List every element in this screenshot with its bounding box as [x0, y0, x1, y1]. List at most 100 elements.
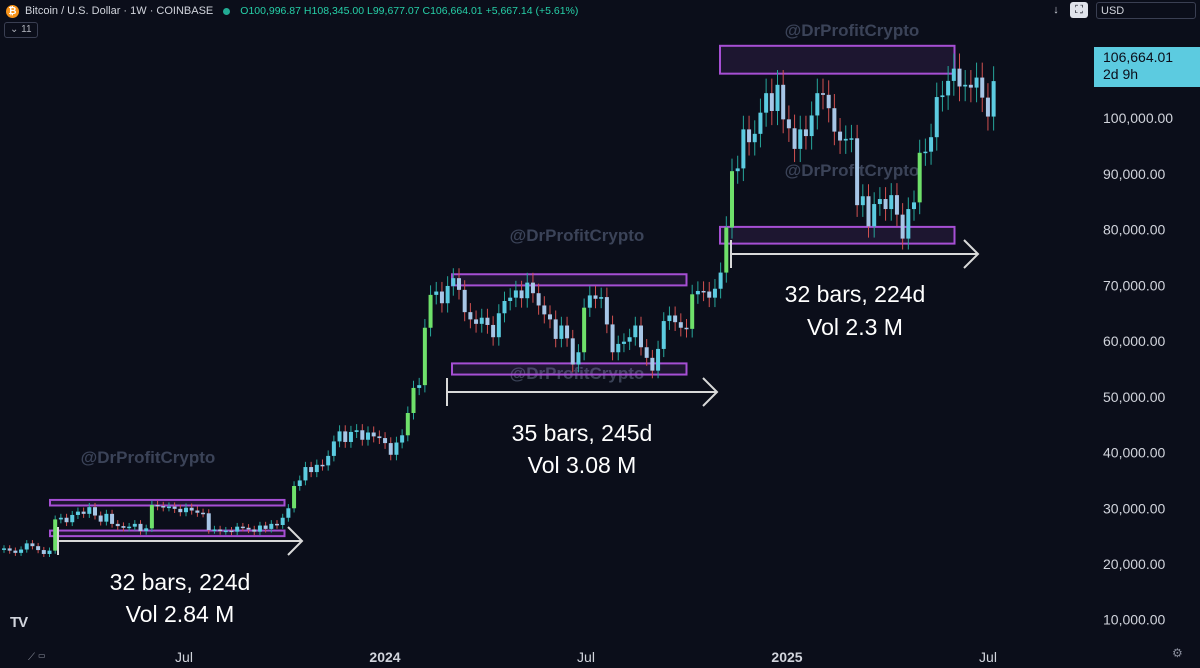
candle-body: [980, 77, 985, 98]
y-axis-tick-label: 30,000.00: [1103, 500, 1165, 516]
candle-body: [428, 294, 433, 328]
candle-body: [13, 550, 18, 553]
candle-body: [792, 128, 797, 149]
candle-body: [786, 119, 791, 129]
candle-body: [93, 507, 97, 516]
range-volume-label: Vol 3.08 M: [528, 452, 637, 478]
candle-body: [246, 527, 251, 530]
candle-body: [604, 297, 609, 325]
candle-body: [673, 315, 678, 323]
candle-body: [644, 347, 649, 358]
candle-body: [439, 291, 444, 304]
candle-body: [894, 195, 899, 215]
range-arrow-head: [287, 526, 304, 556]
candle-body: [707, 291, 712, 298]
x-axis-tick-label: 2024: [369, 649, 400, 665]
candle-body: [940, 95, 945, 98]
candle-body: [343, 431, 348, 442]
candle-body: [479, 317, 484, 324]
range-arrow-head: [702, 377, 719, 407]
bitcoin-icon: ₿: [6, 4, 19, 18]
candle-body: [951, 68, 956, 81]
last-price-tag: 106,664.01 2d 9h: [1094, 47, 1200, 87]
candle-body: [690, 294, 695, 329]
candle-body: [769, 93, 774, 111]
candle-body: [172, 506, 177, 509]
candle-body: [377, 436, 382, 439]
candle-body: [650, 357, 655, 371]
arrow-down-icon[interactable]: ↓: [1053, 4, 1059, 16]
candle-body: [19, 549, 24, 553]
candle-body: [491, 324, 496, 338]
candle-body: [877, 199, 882, 205]
candle-body: [809, 115, 814, 137]
candle-body: [166, 506, 171, 509]
candle-body: [639, 325, 643, 348]
candle-body: [331, 441, 336, 456]
candle-body: [963, 84, 968, 87]
candle-body: [115, 523, 120, 527]
x-axis-tick-label: Jul: [979, 649, 997, 665]
market-status-dot: [223, 7, 231, 15]
candle-body: [775, 84, 780, 111]
range-bars-label: 35 bars, 245d: [512, 420, 653, 446]
candle-body: [866, 196, 871, 227]
currency-select[interactable]: USD: [1096, 2, 1196, 19]
candle-body: [354, 430, 359, 432]
candle-body: [474, 319, 479, 324]
candle-body: [47, 550, 52, 554]
symbol-legend: ₿ Bitcoin / U.S. Dollar · 1W · COINBASE …: [6, 3, 578, 19]
candle-body: [917, 152, 922, 203]
candle-body: [388, 443, 393, 455]
candle-body: [70, 514, 75, 523]
chart-settings-icon[interactable]: ⟋ ▭: [28, 652, 46, 663]
candle-body: [724, 227, 729, 273]
watermark-text: @DrProfitCrypto: [785, 161, 920, 180]
candle-body: [803, 129, 808, 137]
candle-body: [366, 432, 370, 440]
range-volume-label: Vol 2.84 M: [126, 601, 235, 627]
symbol-title[interactable]: Bitcoin / U.S. Dollar · 1W · COINBASE: [25, 5, 214, 17]
tradingview-logo-icon[interactable]: TV: [10, 614, 28, 631]
candle-body: [764, 93, 769, 113]
candle-body: [235, 526, 240, 532]
y-axis-tick-label: 50,000.00: [1103, 389, 1165, 405]
y-axis-tick-label: 100,000.00: [1103, 110, 1173, 126]
last-price: 106,664.01: [1103, 49, 1174, 65]
candle-body: [269, 523, 274, 529]
candle-body: [445, 285, 450, 304]
candle-body: [496, 313, 501, 338]
indicators-toggle[interactable]: ⌄ 11: [4, 22, 38, 38]
candle-body: [400, 435, 405, 443]
candle-body: [883, 199, 888, 210]
candle-body: [104, 513, 109, 522]
candle-body: [747, 129, 752, 143]
gear-icon[interactable]: ⚙: [1172, 646, 1183, 660]
candle-body: [821, 93, 825, 95]
candle-body: [735, 168, 740, 172]
candle-body: [815, 93, 820, 116]
candle-body: [309, 467, 314, 473]
candle-body: [684, 327, 689, 330]
candle-body: [968, 84, 973, 88]
candle-body: [371, 432, 376, 437]
fullscreen-icon[interactable]: ⛶: [1070, 2, 1088, 18]
y-axis-tick-label: 90,000.00: [1103, 166, 1165, 182]
candle-body: [843, 138, 848, 141]
candle-body: [548, 314, 552, 320]
candle-body: [576, 352, 581, 365]
ohlc-change: +5,667.14 (+5.61%): [485, 5, 579, 17]
candle-body: [718, 272, 723, 289]
candle-body: [656, 348, 661, 371]
candle-body: [132, 523, 137, 527]
watermark-text: @DrProfitCrypto: [510, 226, 645, 245]
y-axis-tick-label: 60,000.00: [1103, 333, 1165, 349]
candle-body: [64, 517, 69, 523]
ohlc-values: O100,996.87 H108,345.00 L99,677.07 C106,…: [240, 5, 579, 17]
candle-body: [508, 297, 513, 302]
watermark-text: @DrProfitCrypto: [785, 21, 920, 40]
candle-body: [422, 327, 427, 386]
watermark-layer: @DrProfitCrypto @DrProfitCrypto @DrProfitC…: [81, 21, 920, 467]
